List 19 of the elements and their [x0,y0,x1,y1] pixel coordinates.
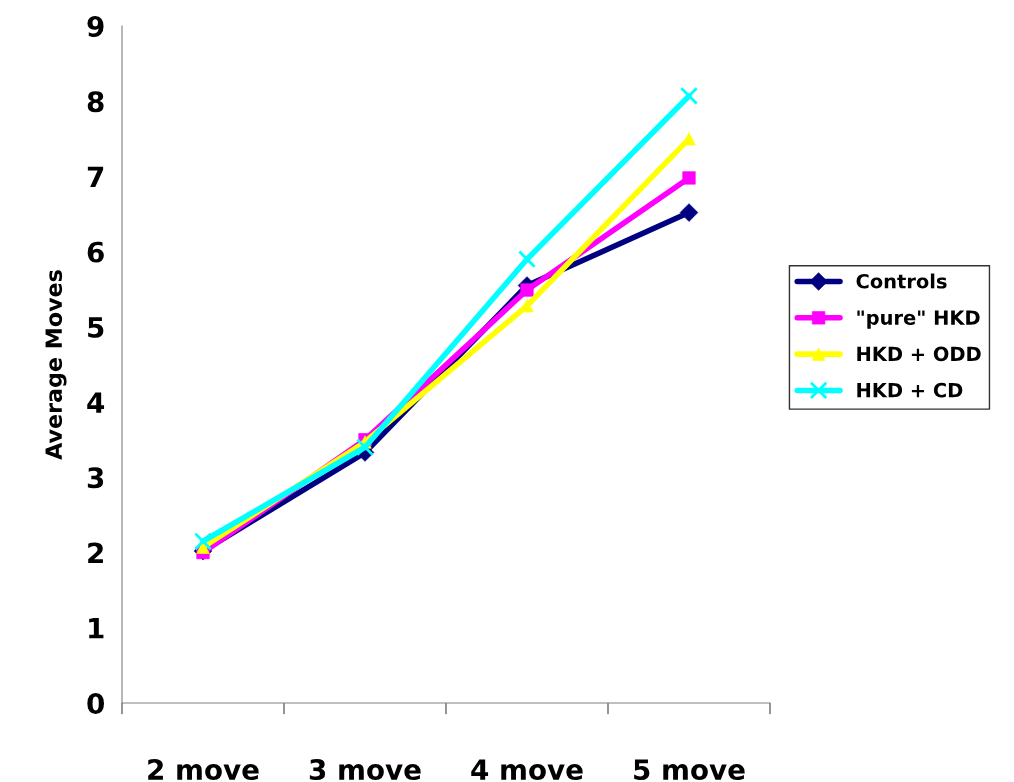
y-tick-label: 7 [87,166,104,187]
x-tick-label: 3 move [309,759,421,781]
y-tick-label: 1 [89,618,104,639]
y-tick-label: 5 [88,317,104,338]
x-tick-label: 4 move [471,759,583,781]
y-tick-label: 0 [87,692,105,714]
legend-label: Controls [856,273,947,289]
y-tick-label: 3 [87,467,104,489]
y-tick-label: 4 [87,392,105,413]
x-tick-label: 2 move [148,759,259,781]
y-axis-title: Average Moves [45,270,67,460]
y-tick-label: 2 [88,542,103,564]
y-tick-label: 8 [87,91,104,113]
legend-label: HKD + ODD [857,346,981,362]
y-tick-label: 6 [87,241,104,263]
legend-label: "pure" HKD [857,310,980,329]
legend-label: HKD + CD [857,382,963,398]
y-tick-label: 9 [87,15,104,37]
x-tick-label: 5 move [634,759,745,781]
